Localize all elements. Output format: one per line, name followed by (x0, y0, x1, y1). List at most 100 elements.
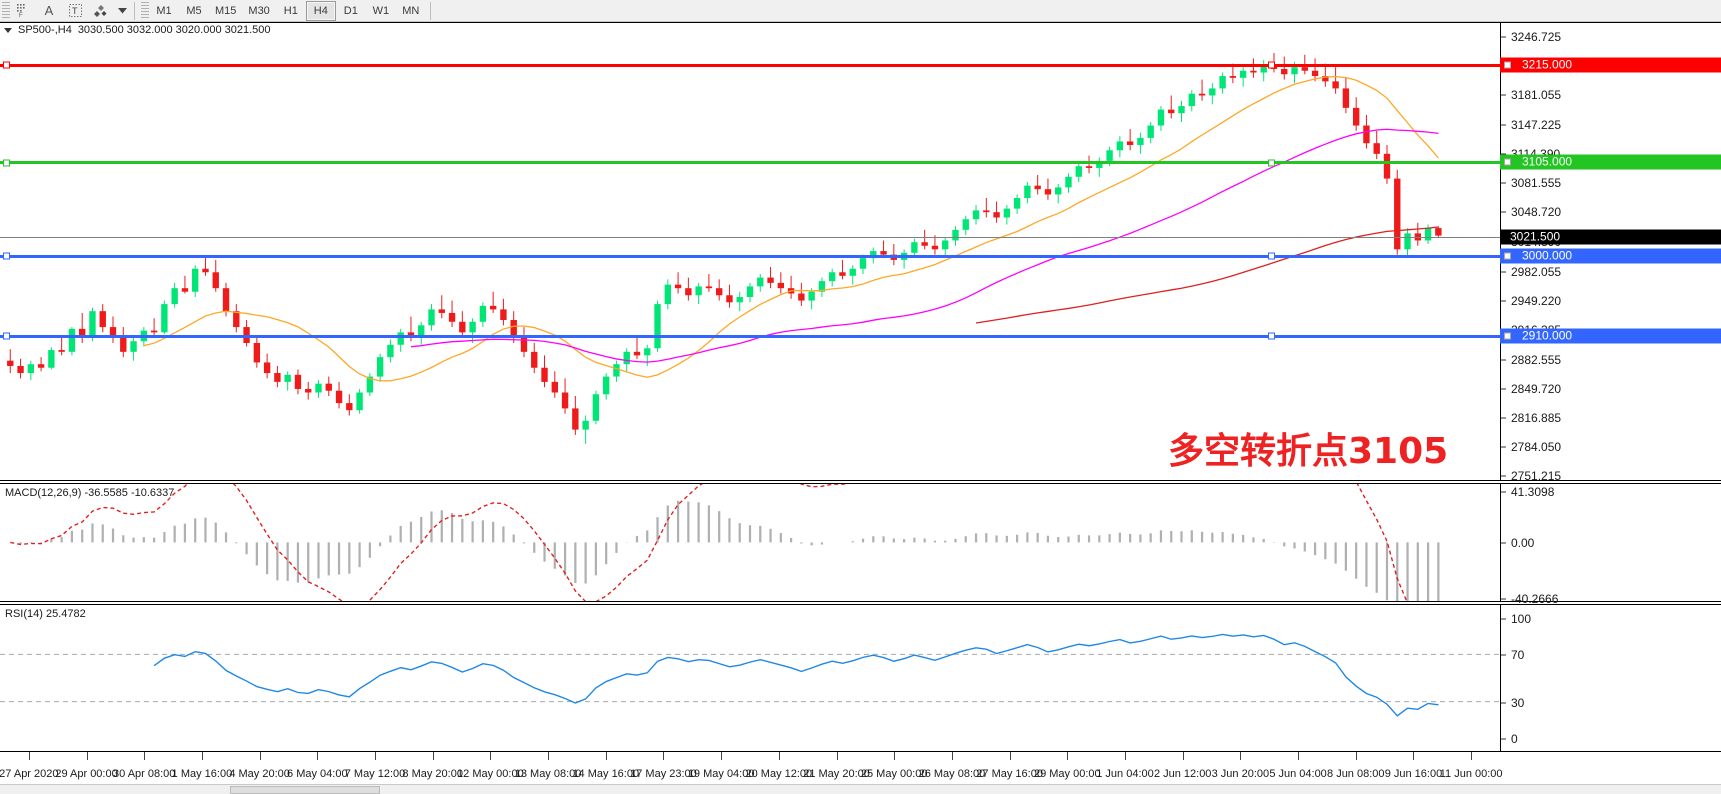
time-axis-label: 21 May 20:00 (803, 768, 870, 780)
price-axis-tick (1501, 182, 1506, 184)
time-axis-label: 29 May 00:00 (1033, 768, 1101, 780)
candlestick (448, 300, 456, 328)
price-level-line-support-2910[interactable] (0, 332, 1500, 340)
rsi-pane[interactable]: RSI(14) 25.4782 100 70 30 0 (0, 604, 1721, 752)
price-level-line-last-price-3021_5[interactable] (0, 236, 1500, 238)
rsi-plot[interactable] (0, 605, 1500, 751)
candlestick (459, 311, 466, 338)
dropdown-arrow-icon[interactable] (114, 1, 130, 21)
price-pane[interactable]: SP500-,H4 3030.500 3032.000 3020.000 302… (0, 22, 1721, 483)
timeframe-d1[interactable]: D1 (343, 4, 358, 17)
price-level-line-resistance-3215[interactable] (0, 61, 1500, 69)
timeframe-m15[interactable]: M15 (215, 4, 237, 17)
candlestick (715, 279, 723, 301)
candlestick (356, 388, 363, 414)
chart-menu-caret-icon[interactable] (4, 27, 12, 33)
text-label-icon[interactable]: A (36, 1, 62, 21)
time-axis-tick (490, 752, 492, 760)
timeframe-mn[interactable]: MN (402, 4, 420, 17)
price-level-tag-support-2910[interactable]: 2910.000 (1500, 328, 1721, 343)
time-axis-label: 11 Jun 00:00 (1439, 768, 1503, 780)
level-handle-right[interactable] (1268, 61, 1275, 69)
text-box-icon[interactable]: T (62, 1, 88, 21)
price-axis-tick (1501, 446, 1506, 448)
candlestick (1116, 136, 1124, 158)
candlestick (479, 302, 487, 328)
time-axis-label: 12 May 00:00 (457, 768, 524, 780)
timeframe-m1[interactable]: M1 (156, 4, 172, 17)
timeframe-grip[interactable] (141, 1, 149, 20)
objects-icon[interactable] (88, 1, 114, 21)
candlestick (674, 272, 682, 294)
level-handle-right[interactable] (1268, 332, 1275, 340)
price-plot[interactable] (0, 23, 1500, 480)
price-level-tag-support-3000[interactable]: 3000.000 (1500, 248, 1721, 264)
macd-axis-label: -40.2666 (1511, 592, 1559, 606)
price-axis-tick (1501, 36, 1506, 38)
time-axis-tick (894, 752, 896, 760)
level-handle-left[interactable] (3, 252, 10, 260)
candlestick (37, 357, 45, 372)
candlestick (1024, 182, 1031, 204)
time-axis-label: 6 May 04:00 (287, 768, 348, 780)
time-axis-label: 2 Jun 12:00 (1153, 768, 1212, 780)
level-handle-right[interactable] (1268, 252, 1275, 260)
timeframe-h4[interactable]: H4 (305, 0, 336, 21)
time-axis-tick (605, 752, 607, 760)
level-handle-left[interactable] (3, 332, 10, 340)
candlestick (695, 282, 702, 305)
toolbar-grip[interactable] (2, 1, 10, 20)
toolbar-divider-2 (429, 1, 431, 20)
candlestick (109, 316, 117, 343)
candlestick (253, 335, 261, 368)
timeframe-m30[interactable]: M30 (248, 4, 270, 17)
candlestick (1075, 162, 1082, 183)
rsi-canvas (0, 633, 1500, 717)
chart-text-annotation[interactable]: 多空转折点3105 (1168, 431, 1449, 472)
time-axis-tick (259, 752, 261, 760)
candlestick (623, 348, 630, 372)
candlestick (1250, 58, 1257, 78)
macd-canvas (10, 484, 1440, 601)
price-level-line-pivot-3105[interactable] (0, 159, 1500, 167)
candlestick (962, 215, 969, 236)
price-axis-label: 3181.055 (1511, 87, 1562, 102)
time-axis-label: 1 Jun 04:00 (1096, 768, 1154, 780)
level-handle-right[interactable] (1268, 159, 1275, 167)
candlestick (1178, 100, 1185, 123)
rsi-line (153, 633, 1439, 717)
timeframe-w1[interactable]: W1 (372, 4, 390, 17)
level-handle-left[interactable] (3, 159, 10, 167)
candlestick (1096, 157, 1103, 177)
timeframe-h1[interactable]: H1 (283, 4, 298, 17)
symbol-ohlc: 3030.500 3032.000 3020.000 3021.500 (77, 24, 271, 36)
bottom-scroll-strip[interactable] (0, 784, 1721, 794)
price-axis-tick (1501, 300, 1506, 302)
chart-area[interactable]: SP500-,H4 3030.500 3032.000 3020.000 302… (0, 22, 1721, 794)
price-axis-label: 3147.225 (1511, 117, 1562, 132)
timeframe-m5[interactable]: M5 (186, 4, 202, 17)
macd-plot[interactable] (0, 484, 1500, 601)
time-axis-label: 29 Apr 00:00 (55, 768, 118, 780)
price-level-line-support-3000[interactable] (0, 252, 1500, 260)
candlestick (777, 272, 785, 294)
candlestick (48, 347, 55, 370)
scroll-thumb[interactable] (230, 786, 380, 794)
price-level-tag-last-price-3021_5[interactable]: 3021.500 (1500, 229, 1721, 245)
candlestick (1137, 132, 1144, 154)
level-handle-left[interactable] (3, 61, 10, 69)
price-axis-label: 2882.555 (1511, 352, 1562, 367)
candlestick (407, 316, 415, 342)
price-level-tag-pivot-3105[interactable]: 3105.000 (1500, 154, 1721, 170)
candlestick (150, 318, 158, 336)
candlestick (1281, 56, 1288, 80)
price-level-tag-resistance-3215[interactable]: 3215.000 (1500, 57, 1721, 73)
price-axis-tick (1501, 388, 1506, 390)
candlestick (79, 312, 86, 343)
candlestick (520, 327, 528, 358)
time-axis-label: 4 May 20:00 (229, 768, 290, 780)
time-axis-tick (28, 752, 30, 760)
time-axis-label: 20 May 12:00 (745, 768, 813, 780)
macd-pane[interactable]: MACD(12,26,9) -36.5585 -10.6337 41.3098 0… (0, 483, 1721, 606)
crosshair-icon[interactable]: F (10, 1, 36, 21)
